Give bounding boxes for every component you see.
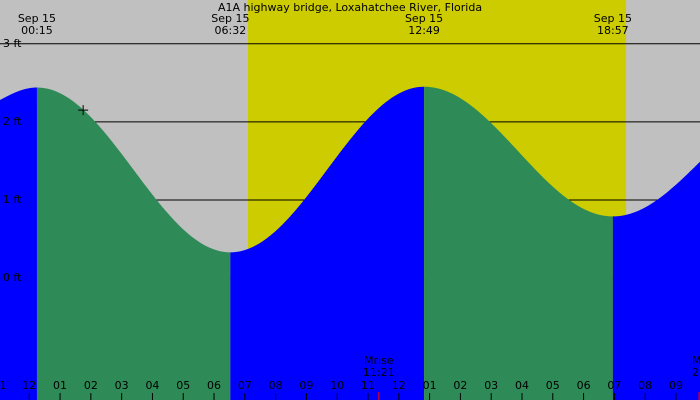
x-tick-label: 05	[546, 379, 560, 392]
x-tick-label: 06	[207, 379, 221, 392]
x-tick-label: 07	[238, 379, 252, 392]
x-tick-label: 09	[299, 379, 313, 392]
moon-event-label: Mrise	[364, 354, 394, 367]
x-tick-label: 03	[484, 379, 498, 392]
tide-segment	[230, 86, 425, 400]
x-tick-label: 04	[515, 379, 529, 392]
x-tick-label: 10	[330, 379, 344, 392]
x-tick-label: 12	[392, 379, 406, 392]
extreme-date: Sep 15	[405, 12, 443, 25]
tide-segment	[612, 161, 700, 400]
y-tick-label: 0 ft	[3, 271, 22, 284]
moon-event-label: M	[692, 354, 700, 367]
x-tick-label: 11	[361, 379, 375, 392]
x-tick-label: 02	[84, 379, 98, 392]
extreme-date: Sep 15	[594, 12, 632, 25]
tide-segment	[0, 87, 37, 400]
x-tick-label: 08	[269, 379, 283, 392]
y-tick-label: 2 ft	[3, 115, 22, 128]
tide-segment	[424, 86, 613, 400]
extreme-time: 18:57	[597, 24, 629, 37]
x-tick-label: 04	[145, 379, 159, 392]
y-tick-label: 3 ft	[3, 37, 22, 50]
x-tick-label: 03	[115, 379, 129, 392]
tide-segment	[36, 87, 231, 400]
extreme-time: 12:49	[408, 24, 440, 37]
x-tick-label: 01	[53, 379, 67, 392]
current-marker	[78, 105, 89, 116]
x-tick-label: 01	[423, 379, 437, 392]
x-tick-label: 06	[577, 379, 591, 392]
chart-title: A1A highway bridge, Loxahatchee River, F…	[218, 1, 482, 14]
extreme-date: Sep 15	[211, 12, 249, 25]
extreme-time: 06:32	[215, 24, 247, 37]
x-tick-label: 05	[176, 379, 190, 392]
y-tick-label: 1 ft	[3, 193, 22, 206]
x-tick-label: 07	[607, 379, 621, 392]
x-tick-label: 12	[22, 379, 36, 392]
x-tick-label: 09	[669, 379, 683, 392]
extreme-date: Sep 15	[18, 12, 56, 25]
x-tick-label: 02	[453, 379, 467, 392]
x-tick-label: 08	[638, 379, 652, 392]
moon-event-time: 11:21	[363, 366, 395, 379]
x-tick-label: 1	[0, 379, 7, 392]
moon-event-time: 2	[692, 366, 699, 379]
extreme-time: 00:15	[21, 24, 53, 37]
